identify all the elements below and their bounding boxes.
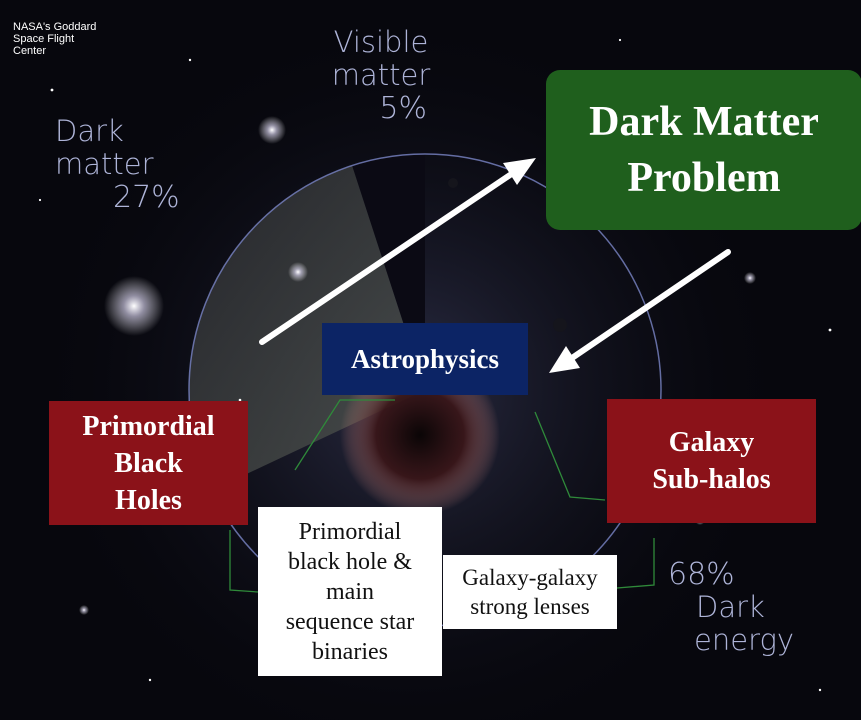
dark-energy-value: 68%	[668, 557, 735, 592]
visible-matter-line-1: Visible	[333, 25, 429, 59]
dark-matter-problem-line-2: Problem	[627, 155, 781, 201]
dark-matter-problem-line-1: Dark Matter	[589, 99, 819, 145]
astrophysics-box: Astrophysics	[322, 323, 528, 395]
credit-line-2: Space Flight	[13, 33, 75, 45]
strong-lenses-line-2: strong lenses	[470, 594, 590, 619]
pbh-binaries-line-3: main	[326, 578, 374, 605]
primordial-black-holes-box: Primordial Black Holes	[49, 401, 248, 525]
astrophysics-label: Astrophysics	[350, 343, 500, 374]
dark-energy-line-2: energy	[694, 623, 795, 657]
pbh-binaries-line-2: black hole &	[288, 548, 412, 575]
subhalos-line-1: Galaxy	[668, 427, 755, 458]
dark-matter-problem-box: Dark Matter Problem	[546, 70, 861, 230]
pbh-line-3: Holes	[115, 484, 182, 516]
arrow-to-astrophysics	[569, 249, 731, 361]
visible-matter-label: Visible matter 5%	[331, 25, 431, 126]
arrow-to-problem-head	[503, 158, 536, 185]
pbh-line-2: Black	[114, 447, 183, 479]
dark-matter-line-2: matter	[55, 147, 154, 181]
pbh-binaries-box: Primordial black hole & main sequence st…	[258, 507, 442, 676]
visible-matter-line-2: matter	[331, 58, 431, 92]
galaxy-core	[340, 355, 500, 515]
dark-matter-label: Dark matter 27%	[55, 114, 195, 215]
galaxy-subhalos-box: Galaxy Sub-halos	[607, 399, 816, 523]
pbh-binaries-line-5: binaries	[312, 638, 388, 665]
visible-matter-value: 5%	[379, 91, 427, 126]
arrow-to-problem	[259, 172, 513, 345]
strong-lenses-box: Galaxy-galaxy strong lenses	[443, 555, 617, 629]
pbh-line-1: Primordial	[82, 410, 215, 442]
credit-line-3: Center	[13, 45, 47, 57]
credit-line-1: NASA's Goddard	[13, 21, 97, 33]
connector-lines	[229, 399, 655, 593]
connector-lenses	[616, 538, 655, 589]
arrows	[259, 158, 731, 373]
strong-lenses-line-1: Galaxy-galaxy	[462, 565, 598, 590]
credit-label: NASA's Goddard Space Flight Center	[13, 21, 123, 57]
connector-pbh-core	[294, 399, 395, 471]
connector-subhalo-core	[534, 411, 606, 501]
dark-energy-line-1: Dark	[696, 590, 765, 624]
subhalos-line-2: Sub-halos	[652, 464, 771, 495]
dark-matter-line-1: Dark	[55, 114, 124, 148]
dark-energy-label: 68% Dark energy	[664, 558, 814, 657]
pbh-binaries-line-1: Primordial	[298, 518, 402, 545]
pbh-binaries-line-4: sequence star	[285, 608, 415, 635]
dark-matter-value: 27%	[113, 180, 180, 215]
arrow-to-astrophysics-head	[549, 346, 580, 373]
connector-pbh	[229, 530, 259, 593]
